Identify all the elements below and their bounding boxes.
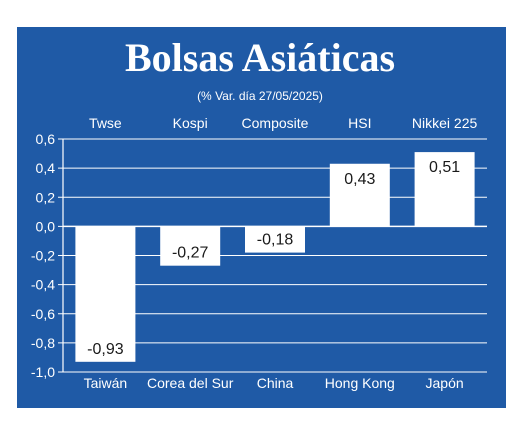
- bar: [414, 152, 475, 227]
- chart-title: Bolsas Asiáticas: [124, 35, 396, 80]
- y-tick-label: -1,0: [31, 364, 55, 380]
- bar-value-label: 0,51: [429, 159, 460, 176]
- bar-value-label: -0,18: [257, 232, 294, 249]
- category-label: Taiwán: [84, 375, 128, 391]
- y-tick-label: 0,4: [36, 160, 56, 176]
- y-tick-label: 0,0: [36, 218, 56, 234]
- y-tick-label: 0,6: [36, 131, 56, 147]
- y-tick-label: -0,4: [31, 277, 55, 293]
- index-label: Kospi: [173, 115, 208, 131]
- bar-value-label: 0,43: [344, 171, 375, 188]
- bar-value-label: -0,93: [87, 341, 124, 358]
- bar: [75, 226, 136, 362]
- y-tick-label: -0,8: [31, 335, 55, 351]
- bars: [75, 152, 475, 362]
- labels: -0,93 Twse Taiwán -0,27 Kospi Corea del Sur -0…: [84, 115, 478, 391]
- bar: [245, 226, 305, 253]
- index-label: Nikkei 225: [412, 115, 478, 131]
- bar: [160, 226, 221, 266]
- bar: [329, 163, 390, 227]
- category-label: Hong Kong: [325, 375, 395, 391]
- category-label: Corea del Sur: [147, 375, 234, 391]
- index-label: Composite: [242, 115, 309, 131]
- index-label: Twse: [89, 115, 122, 131]
- y-tick-label: -0,6: [31, 306, 55, 322]
- category-label: Japón: [426, 375, 464, 391]
- chart-subtitle: (% Var. día 27/05/2025): [197, 89, 323, 103]
- y-axis: 0,6 0,4 0,2 0,0 -0,2 -0,4 -0,6 -0,8 -1,0: [31, 131, 64, 380]
- index-label: HSI: [348, 115, 371, 131]
- y-tick-label: 0,2: [36, 189, 56, 205]
- category-label: China: [257, 375, 294, 391]
- y-tick-label: -0,2: [31, 248, 55, 264]
- bar-value-label: -0,27: [172, 245, 209, 262]
